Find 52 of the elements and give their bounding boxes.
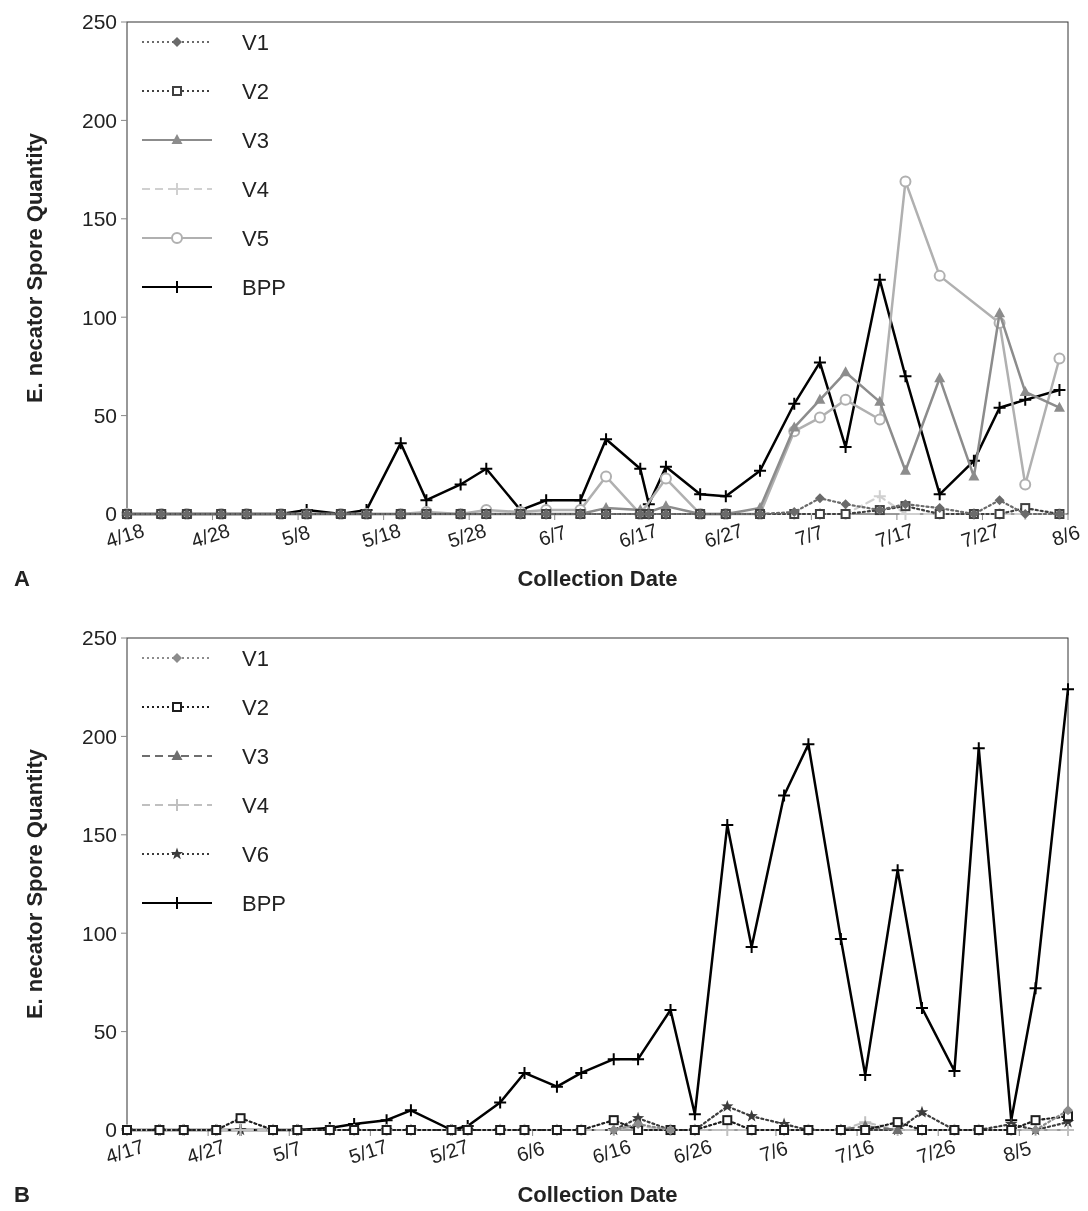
x-tick-label: 6/27 (701, 518, 746, 552)
legend-label: V4 (242, 792, 269, 818)
legend-label: V3 (242, 743, 269, 769)
text: B (14, 1182, 30, 1207)
y-tick-label: 100 (81, 921, 117, 945)
x-tick-label: 7/6 (757, 1136, 791, 1167)
y-tick-label: 0 (105, 502, 117, 526)
x-tick-label: 6/7 (535, 520, 570, 551)
y-tick-label: 50 (93, 1019, 117, 1043)
x-tick-label: 7/17 (872, 518, 917, 552)
y-tick-label: 150 (81, 207, 117, 231)
x-tick-label: 7/16 (833, 1134, 877, 1168)
legend-label: V5 (242, 225, 269, 251)
legend-label: BPP (242, 274, 287, 300)
x-axis-title: Collection Date (517, 566, 678, 591)
x-tick-label: 5/8 (279, 520, 313, 551)
x-tick-label: 6/17 (616, 518, 661, 552)
x-axis-title: Collection Date (517, 1182, 678, 1207)
x-tick-label: 6/26 (670, 1134, 715, 1168)
legend-label: V1 (242, 29, 269, 55)
y-tick-label: 250 (81, 10, 117, 34)
x-tick-label: 5/18 (359, 518, 404, 552)
x-tick-label: 6/16 (589, 1134, 634, 1168)
legend-label: V2 (242, 694, 269, 720)
y-tick-label: 50 (93, 403, 117, 427)
legend-label: V1 (242, 645, 269, 671)
legend-label: V3 (242, 127, 269, 153)
x-tick-label: 7/27 (958, 518, 1003, 552)
x-tick-label: 6/6 (513, 1136, 548, 1167)
y-tick-label: 100 (81, 305, 117, 329)
y-axis-title: E. necator Spore Quantity (22, 132, 47, 404)
y-tick-label: 250 (81, 626, 117, 650)
y-tick-label: 200 (81, 108, 117, 132)
x-tick-label: 5/7 (270, 1136, 304, 1167)
y-tick-label: 200 (81, 724, 117, 748)
legend-label: BPP (242, 890, 287, 916)
x-tick-label: 4/28 (188, 518, 233, 552)
x-tick-label: 7/7 (792, 520, 826, 551)
x-tick-label: 5/27 (427, 1134, 472, 1168)
x-tick-label: 8/5 (1000, 1136, 1034, 1167)
legend-label: V6 (242, 841, 269, 867)
x-tick-label: 5/17 (346, 1134, 391, 1168)
y-axis-title: E. necator Spore Quantity (22, 748, 47, 1020)
x-tick-label: 5/28 (445, 518, 489, 552)
text: A (14, 566, 30, 591)
legend-label: V2 (242, 78, 269, 104)
y-tick-label: 0 (105, 1118, 117, 1142)
x-tick-label: 7/26 (914, 1134, 958, 1168)
y-tick-label: 150 (81, 823, 117, 847)
x-tick-label: 8/6 (1049, 520, 1083, 551)
legend-label: V4 (242, 176, 269, 202)
x-tick-label: 4/27 (184, 1134, 228, 1168)
